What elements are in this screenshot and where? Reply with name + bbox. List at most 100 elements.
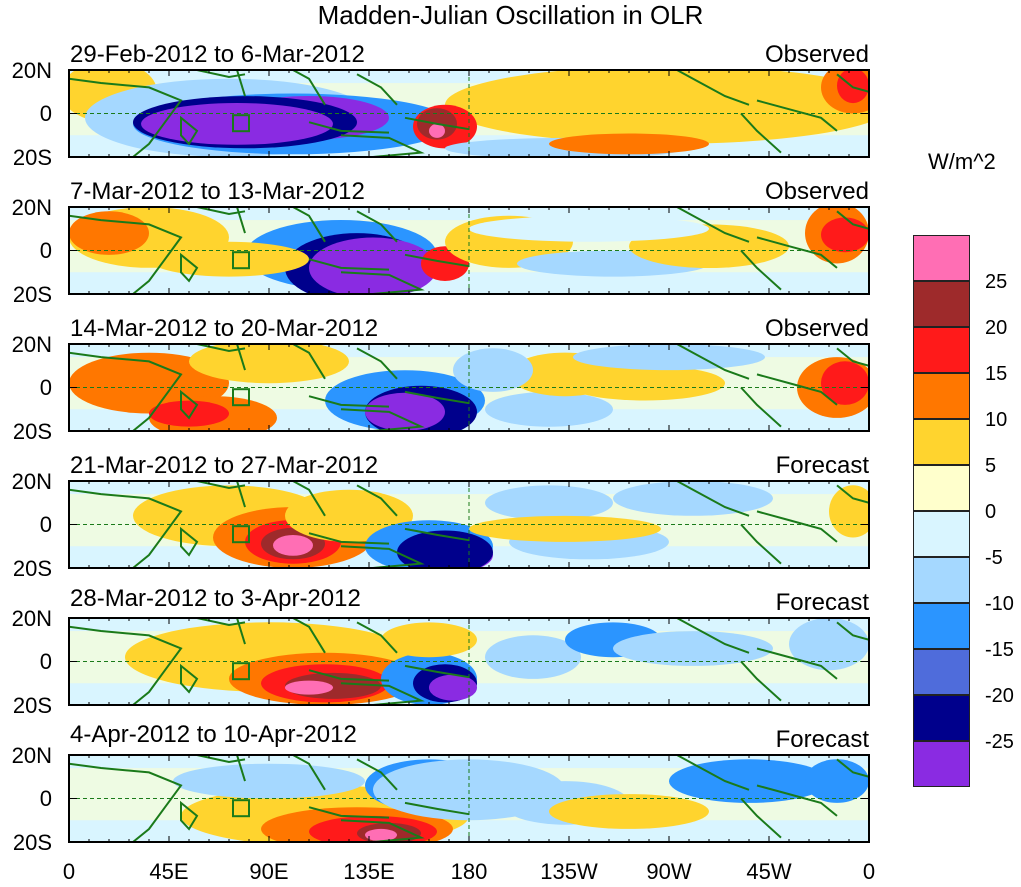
panel-6-coastline-7: [308, 806, 390, 819]
panel-1-coastline-1: [69, 77, 183, 157]
panel-3-coastline-2: [180, 389, 199, 420]
panel-5-coastline-8: [340, 682, 425, 705]
panel-3-coastline-9: [404, 390, 470, 405]
panel-3-anomaly-blob-13: [573, 344, 765, 371]
panel-2-anomaly-blob-6: [309, 237, 437, 294]
colorbar-swatch-minus20-minus15: [913, 649, 970, 695]
panel-2-date-range: 7-Mar-2012 to 13-Mar-2012: [70, 178, 365, 205]
colorbar-swatch-minus5-0: [913, 511, 970, 557]
lon-label-0: 0: [62, 859, 76, 884]
colorbar-label-minus20: -20: [985, 685, 1014, 707]
lon-label-135w: 135W: [540, 859, 598, 884]
panel-4-field: [69, 481, 869, 568]
panel-4-anomaly-blob-5: [273, 535, 313, 556]
panel-1-coastline-3: [196, 70, 246, 79]
panel-3-coastline-1: [69, 351, 183, 431]
lon-label-90e: 90E: [249, 859, 289, 884]
panel-3-anomaly-blob-11: [453, 348, 533, 392]
panel-5-anomaly-blob-11: [613, 631, 773, 666]
panel-5-lat-0: 0: [39, 649, 52, 674]
panel-2-coastline-10: [676, 207, 750, 243]
panel-1-anomaly-blob-1: [445, 70, 869, 144]
panel-1-coastline-2: [180, 115, 199, 146]
panel-4-region-box: [232, 525, 250, 544]
panel-3-date-range: 14-Mar-2012 to 20-Mar-2012: [70, 315, 379, 342]
colorbar-label-25: 25: [985, 271, 1008, 293]
panel-1-lat-20n: 20N: [11, 58, 52, 83]
panel-3-status: Observed: [764, 315, 869, 342]
panel-1-lat-20s: 20S: [12, 145, 52, 170]
panel-4-coastline-8: [340, 545, 425, 568]
colorbar-label-minus10: -10: [985, 593, 1014, 615]
panel-6-coastline-9: [404, 801, 470, 816]
panel-5-coastline-12: [740, 660, 782, 702]
panel-4-coastline-7: [308, 532, 390, 545]
panel-3-field: [69, 344, 869, 431]
panel-5-coastline-4: [236, 618, 246, 645]
panel-6-coastline-12: [740, 797, 782, 839]
panel-6-coastline-10: [676, 755, 750, 791]
lon-label-135e: 135E: [343, 859, 395, 884]
panel-1-anomaly-blob-8: [141, 103, 333, 145]
panel-4-status: Forecast: [775, 452, 869, 479]
panel-5-coastline-1: [69, 625, 183, 705]
panel-5-coastline-5: [292, 618, 326, 654]
panel-3-coastline-10: [676, 344, 750, 380]
panel-1-coastline-13: [836, 73, 869, 93]
panel-3-coastline-12: [740, 386, 782, 428]
colorbar-swatch-minus25-minus20: [913, 695, 970, 741]
panel-2-coastline-6: [356, 210, 398, 243]
panel-4-coastline-2: [180, 526, 199, 557]
panel-6-anomaly-blob-9: [669, 759, 829, 803]
colorbar-swatch-below-minus25: [913, 741, 970, 787]
panel-6-lat-20n: 20N: [11, 743, 52, 768]
panel-5-anomaly-blob-9: [485, 635, 581, 679]
panel-3-lat-0: 0: [39, 375, 52, 400]
panel-1-coastline-8: [340, 134, 425, 157]
panel-6-anomaly-blob-5: [365, 828, 397, 842]
colorbar-swatch-15-20: [913, 327, 970, 373]
panel-5-anomaly-blob-5: [285, 680, 333, 695]
panel-3-anomaly-blob-12: [565, 365, 725, 401]
panel-5-region-box: [232, 662, 250, 681]
panel-5-lat-20n: 20N: [11, 606, 52, 631]
colorbar-label-minus5: -5: [985, 547, 1003, 569]
lon-label-45e: 45E: [149, 859, 189, 884]
panel-1-lat-0: 0: [39, 101, 52, 126]
lon-label-90w: 90W: [646, 859, 692, 884]
panel-4-coastline-12: [740, 523, 782, 565]
panel-2-lat-20n: 20N: [11, 195, 52, 220]
panel-5-coastline-9: [404, 664, 470, 679]
panel-2-coastline-12: [740, 249, 782, 291]
panel-5-coastline-13: [836, 621, 869, 641]
colorbar-swatch-10-15: [913, 373, 970, 419]
colorbar-swatch-0-5: [913, 465, 970, 511]
panel-3-coastline-8: [340, 408, 425, 431]
panel-4-date-range: 21-Mar-2012 to 27-Mar-2012: [70, 452, 379, 479]
panel-4-lat-20s: 20S: [12, 556, 52, 581]
panel-6-region-box: [232, 799, 250, 818]
lon-label-180: 180: [450, 859, 488, 884]
panel-6-field: [69, 755, 869, 842]
panel-1-coastline-9: [404, 116, 470, 131]
colorbar-label-20: 20: [985, 317, 1008, 339]
panel-3-anomaly-blob-15: [821, 361, 869, 405]
panel-2-coastline-13: [836, 210, 869, 230]
panel-1-anomaly-blob-11: [429, 123, 445, 138]
panel-4-lat-0: 0: [39, 512, 52, 537]
colorbar-swatch-20-25: [913, 281, 970, 327]
panel-2-field: [69, 207, 869, 294]
panel-4-anomaly-blob-13: [613, 481, 773, 516]
panel-5-coastline-2: [180, 663, 199, 694]
panel-4-lat-20n: 20N: [11, 469, 52, 494]
panel-3-region-box: [232, 388, 250, 407]
panel-3-coastline-13: [836, 347, 869, 367]
colorbar-swatch-minus10-minus5: [913, 557, 970, 603]
panel-6-coastline-8: [340, 819, 425, 842]
panel-1-anomaly-blob-13: [837, 70, 869, 104]
panel-3-coastline-3: [196, 344, 246, 353]
panel-6-date-range: 4-Apr-2012 to 10-Apr-2012: [70, 721, 357, 748]
panel-6-coastline-6: [356, 758, 398, 791]
panel-6-anomaly-blob-11: [173, 763, 365, 799]
colorbar-swatch-above-25: [913, 235, 970, 281]
